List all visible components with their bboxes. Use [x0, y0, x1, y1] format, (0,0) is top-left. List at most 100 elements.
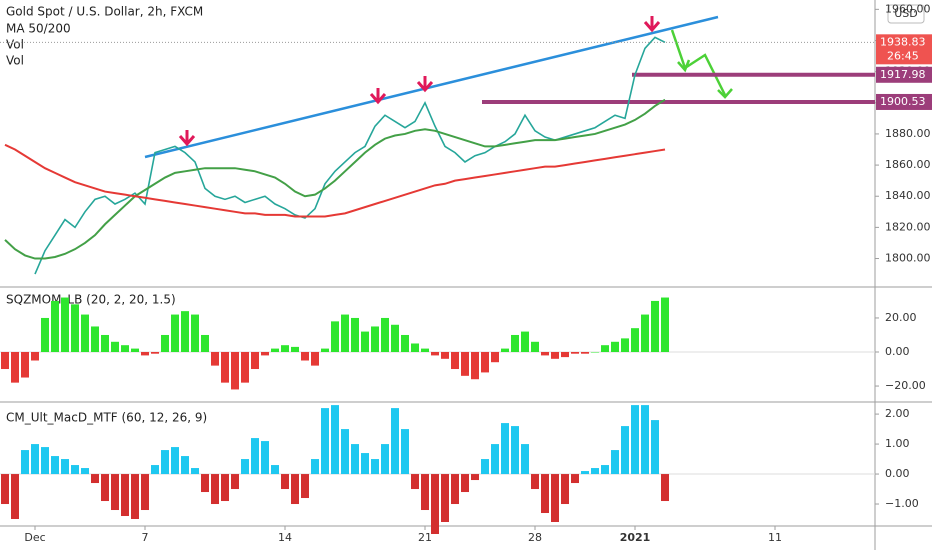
bar	[381, 317, 389, 352]
bar	[171, 314, 179, 352]
bar	[581, 352, 589, 354]
bar	[661, 474, 669, 502]
bar	[451, 352, 459, 370]
bar	[531, 474, 539, 490]
bar	[271, 348, 279, 352]
bar	[281, 345, 289, 352]
series-line	[4, 143, 666, 218]
level-label: 1900.53	[880, 95, 926, 108]
bar	[521, 331, 529, 352]
bar	[291, 346, 299, 352]
bar	[561, 352, 569, 358]
bar	[471, 474, 479, 481]
bar	[481, 459, 489, 475]
bar	[221, 474, 229, 502]
bar	[231, 474, 239, 490]
bar	[531, 341, 539, 352]
bar	[321, 348, 329, 352]
bar	[411, 343, 419, 352]
legend-text: Vol	[6, 54, 24, 68]
bar	[11, 474, 19, 520]
bar	[361, 331, 369, 352]
x-tick-label: 14	[278, 531, 292, 544]
trend-line	[144, 15, 719, 159]
currency-button[interactable]	[887, 4, 925, 24]
bar	[441, 352, 449, 359]
bar	[641, 405, 649, 475]
y-tick-label: 0.00	[885, 467, 910, 480]
bar	[551, 352, 559, 359]
bar	[561, 474, 569, 505]
last-price-bg	[876, 34, 932, 65]
bar	[461, 352, 469, 376]
bar	[311, 352, 319, 366]
x-tick-label: 28	[528, 531, 542, 544]
bar	[551, 474, 559, 523]
y-tick-label: 1840.00	[885, 189, 931, 202]
bar	[541, 474, 549, 514]
y-tick-label: 1960.00	[885, 2, 931, 15]
bar	[111, 341, 119, 352]
bar	[131, 474, 139, 520]
bar	[51, 456, 59, 475]
bar	[111, 474, 119, 511]
bar	[411, 474, 419, 490]
bar	[61, 459, 69, 475]
bar	[291, 474, 299, 505]
bar	[651, 420, 659, 475]
bar	[201, 334, 209, 352]
bar	[251, 438, 259, 475]
bar	[611, 341, 619, 352]
bar	[231, 352, 239, 390]
y-tick-label: 1880.00	[885, 127, 931, 140]
bar	[491, 352, 499, 363]
bar	[371, 326, 379, 352]
bar	[281, 474, 289, 490]
arrow-head	[677, 59, 733, 99]
bar	[621, 426, 629, 475]
y-tick-label: 1.00	[885, 437, 910, 450]
y-tick-label: −20.00	[885, 379, 926, 392]
x-tick-label: Dec	[24, 531, 45, 544]
bar	[651, 300, 659, 352]
bar	[71, 304, 79, 352]
bar	[181, 456, 189, 475]
bar	[71, 465, 79, 475]
bar	[361, 453, 369, 475]
y-tick-label: 0.00	[885, 345, 910, 358]
bar	[251, 352, 259, 370]
bar	[61, 297, 69, 352]
y-tick-label: 20.00	[885, 311, 917, 324]
chart-title: Gold Spot / U.S. Dollar, 2h, FXCM	[6, 5, 203, 19]
bar	[241, 352, 249, 383]
bar	[141, 352, 149, 356]
bar	[1, 474, 9, 505]
x-tick-label: 21	[418, 531, 432, 544]
bar	[541, 352, 549, 356]
bar	[401, 334, 409, 352]
bar	[521, 444, 529, 475]
bar	[211, 474, 219, 505]
bar	[211, 352, 219, 366]
bar	[631, 405, 639, 475]
y-tick-label: 2.00	[885, 407, 910, 420]
bar	[31, 352, 39, 361]
bar	[581, 471, 589, 475]
bar	[501, 348, 509, 352]
x-tick-label: 7	[142, 531, 149, 544]
bar	[501, 423, 509, 475]
bar	[431, 352, 439, 356]
bar	[491, 444, 499, 475]
currency-label[interactable]: USD	[894, 7, 918, 20]
y-tick-label: 1820.00	[885, 220, 931, 233]
bar	[261, 441, 269, 475]
bar	[601, 465, 609, 475]
bar	[431, 474, 439, 534]
level-label-bg	[876, 66, 932, 83]
bar	[341, 314, 349, 352]
pane-title: SQZMOM_LB (20, 2, 20, 1.5)	[6, 293, 176, 307]
bar	[101, 474, 109, 502]
legend-text: Vol	[6, 38, 24, 52]
bar	[511, 426, 519, 475]
bar	[171, 447, 179, 475]
